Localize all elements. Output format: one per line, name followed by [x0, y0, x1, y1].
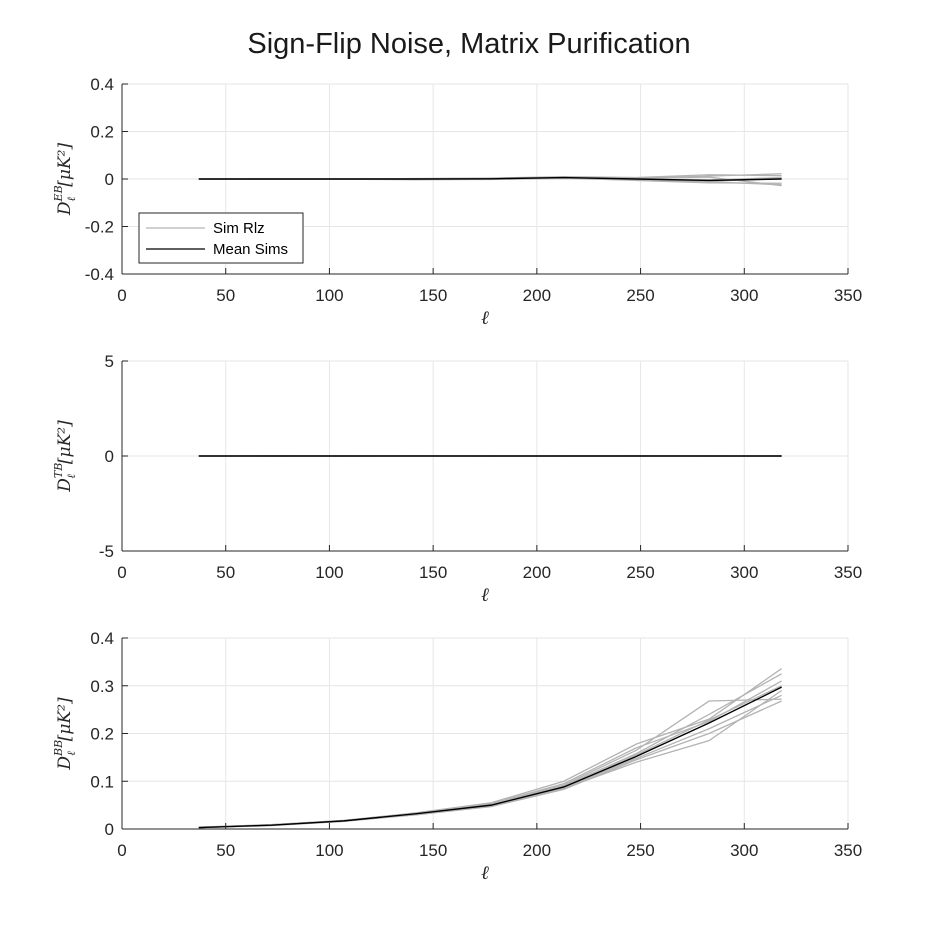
legend-label: Mean Sims [213, 241, 288, 258]
legend-label: Sim Rlz [213, 220, 265, 237]
panels: 0 50 100 150 200 250 300 350-0.4-0.200.20.4ℓDEB… [52, 75, 862, 884]
panel-1: 0 50 100 150 200 250 300 350 -0.4 -0.2 0 0.2 0.4 ℓ DEB… [52, 75, 862, 329]
y-tick-label: -0.2 [85, 218, 114, 237]
y-tick-label: 0 [105, 170, 114, 189]
mean-series-line [198, 176, 782, 182]
x-tick-label: 0 [117, 286, 126, 305]
x-tick-label: 150 [419, 563, 447, 582]
sim-series-line [198, 694, 782, 829]
chart-title: Sign-Flip Noise, Matrix Purification [247, 28, 690, 60]
x-tick-label: 350 [834, 286, 862, 305]
x-axis-label: ℓ [481, 584, 489, 606]
y-tick-label: -0.4 [85, 265, 114, 284]
y-tick-label: 0.2 [90, 123, 114, 142]
x-tick-label: 250 [626, 563, 654, 582]
y-tick-label: 0.4 [90, 75, 114, 94]
x-tick-label: 300 [730, 563, 758, 582]
y-tick-label: 0.3 [90, 677, 114, 696]
x-tick-label: 200 [523, 563, 551, 582]
y-tick-label: 0 [105, 820, 114, 839]
x-tick-label: 200 [523, 841, 551, 860]
sim-series-line [198, 698, 782, 829]
y-axis-label: DTBℓ[μK²] [52, 420, 78, 493]
x-tick-label: 350 [834, 841, 862, 860]
y-tick-label: 0.4 [90, 629, 114, 648]
mean-series-line [198, 686, 782, 829]
y-tick-label: 0.2 [90, 725, 114, 744]
x-axis-label: ℓ [481, 862, 489, 884]
x-tick-label: 50 [216, 563, 235, 582]
x-tick-label: 150 [419, 286, 447, 305]
x-tick-label: 0 [117, 563, 126, 582]
y-axis-label: DBBℓ[μK²] [52, 697, 78, 771]
x-tick-label: 200 [523, 286, 551, 305]
x-tick-label: 150 [419, 841, 447, 860]
x-tick-label: 300 [730, 841, 758, 860]
x-tick-label: 100 [315, 841, 343, 860]
sim-series-line [198, 700, 782, 829]
x-tick-label: 250 [626, 286, 654, 305]
x-tick-label: 300 [730, 286, 758, 305]
x-tick-label: 50 [216, 841, 235, 860]
y-tick-label: 0.1 [90, 772, 114, 791]
x-tick-label: 0 [117, 841, 126, 860]
y-tick-label: -5 [99, 542, 114, 561]
y-tick-label: 5 [105, 352, 114, 371]
x-tick-label: 100 [315, 563, 343, 582]
y-axis-label: DEBℓ[μK²] [52, 143, 78, 217]
legend-box [138, 212, 304, 264]
legend: Sim Rlz Mean Sims [138, 212, 304, 264]
y-tick-label: 0 [105, 447, 114, 466]
x-axis-label: ℓ [481, 307, 489, 329]
panel-3: 0 50 100 150 200 250 300 350 0 0.1 0.2 0.3 0.4 ℓ DBBℓ[… [52, 629, 862, 884]
x-tick-label: 100 [315, 286, 343, 305]
x-tick-label: 50 [216, 286, 235, 305]
x-tick-label: 350 [834, 563, 862, 582]
x-tick-label: 250 [626, 841, 654, 860]
